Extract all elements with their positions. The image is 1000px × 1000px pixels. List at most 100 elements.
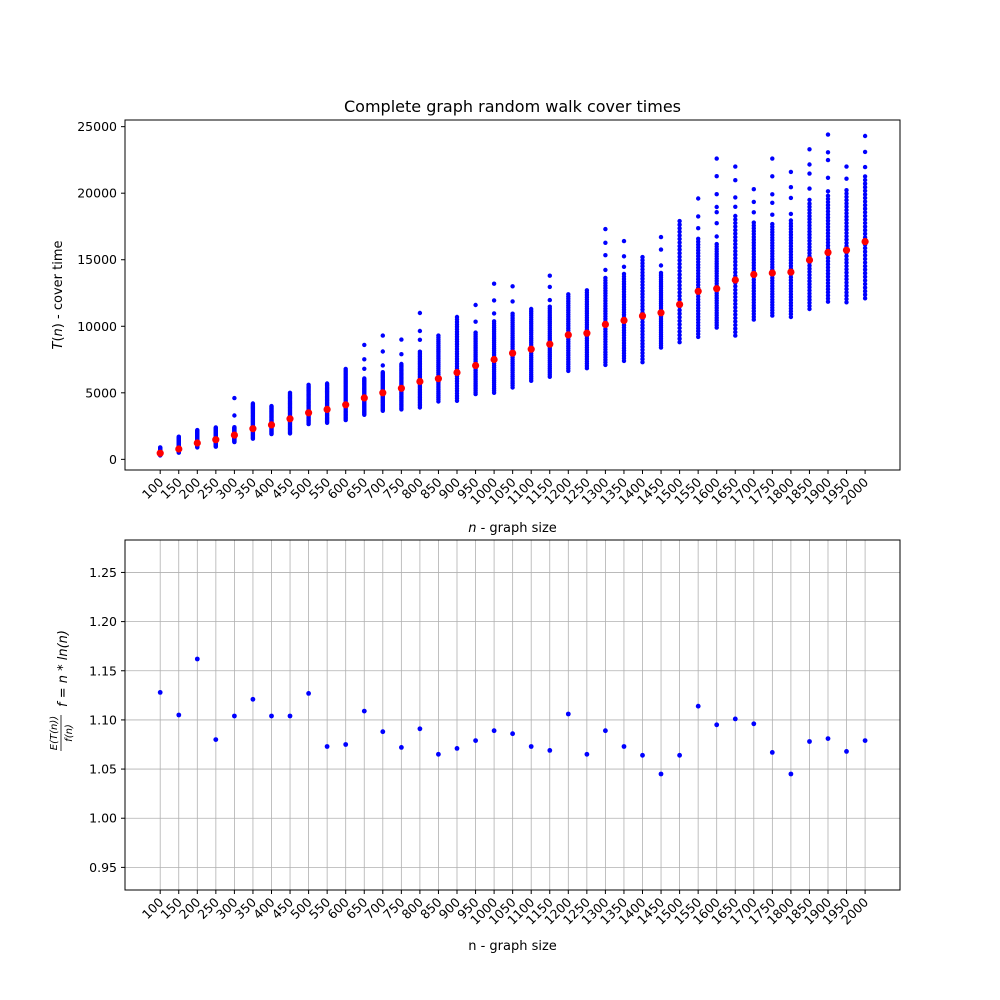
trial-point — [677, 283, 682, 288]
trial-point — [733, 256, 738, 261]
ratio-point — [436, 751, 441, 757]
y-axis-title: T(n) - cover time — [51, 241, 66, 350]
trial-point — [733, 301, 738, 307]
mean-point — [842, 246, 851, 254]
mean-point — [212, 436, 220, 444]
trial-point — [621, 271, 627, 277]
trial-point — [844, 273, 849, 279]
trial-point — [862, 220, 868, 226]
trial-point — [232, 425, 237, 430]
trial-point — [362, 366, 367, 371]
trial-point — [362, 342, 367, 348]
trial-point — [566, 292, 571, 297]
trial-point — [640, 338, 645, 343]
trial-point — [677, 336, 682, 341]
trial-point — [640, 270, 645, 275]
trial-point — [491, 298, 497, 303]
trial-point — [844, 204, 849, 209]
trial-point — [640, 332, 645, 337]
trial-point — [807, 186, 812, 191]
trial-point — [862, 181, 868, 186]
y-tick-label: 1.00 — [89, 811, 117, 826]
mean-point — [379, 389, 387, 397]
mean-point — [750, 270, 758, 279]
mean-point — [805, 256, 814, 264]
trial-point — [491, 311, 497, 316]
mean-point — [861, 238, 869, 246]
trial-point — [677, 315, 682, 320]
trial-point — [640, 254, 645, 260]
trial-point — [696, 236, 701, 241]
y-tick-label: 0.95 — [89, 860, 117, 875]
trial-point — [825, 218, 831, 223]
trial-point — [807, 213, 812, 219]
trial-point — [733, 227, 738, 233]
trial-point — [677, 290, 682, 295]
trial-point — [547, 284, 552, 290]
trial-point — [825, 299, 831, 304]
trial-point — [844, 214, 849, 219]
trial-point — [862, 245, 868, 251]
trial-point — [640, 319, 645, 325]
trial-point — [862, 260, 868, 265]
trial-point — [640, 276, 645, 281]
trial-point — [844, 286, 849, 292]
trial-point — [640, 301, 645, 306]
trial-point — [640, 267, 645, 272]
trial-point — [733, 312, 738, 317]
trial-point — [658, 263, 664, 268]
trial-point — [158, 445, 163, 450]
trial-point — [807, 241, 812, 247]
mean-point — [583, 329, 591, 337]
trial-point — [807, 197, 812, 203]
trial-point — [733, 291, 738, 296]
trial-point — [807, 275, 812, 281]
trial-point — [640, 279, 645, 284]
trial-point — [547, 273, 552, 278]
trial-point — [733, 305, 738, 310]
trial-point — [677, 329, 682, 334]
trial-point — [640, 298, 645, 303]
trial-point — [640, 295, 645, 300]
mean-point — [527, 345, 535, 353]
trial-point — [677, 229, 682, 234]
trial-point — [658, 247, 664, 252]
trial-point — [733, 326, 738, 331]
trial-point — [807, 269, 812, 274]
trial-point — [825, 199, 831, 205]
trial-point — [677, 297, 682, 302]
trial-point — [862, 274, 868, 279]
trial-point — [677, 265, 682, 270]
trial-point — [788, 169, 794, 175]
trial-point — [807, 201, 812, 206]
trial-point — [807, 229, 812, 234]
trial-point — [807, 223, 812, 228]
mean-point — [397, 384, 405, 392]
trial-point — [733, 322, 738, 328]
trial-point — [825, 255, 831, 261]
ratio-point — [306, 691, 311, 696]
y-axis-title: E(T(n)) f(n) f = n * ln(n) — [49, 630, 75, 751]
trial-point — [195, 427, 200, 433]
mean-point — [434, 375, 442, 383]
ratio-point — [399, 745, 404, 750]
trial-point — [825, 189, 831, 194]
trial-point — [640, 360, 645, 365]
trial-point — [733, 231, 738, 236]
x-axis-title: n - graph size — [468, 521, 557, 536]
trial-point — [714, 174, 719, 179]
y-tick-label: 25000 — [77, 119, 117, 134]
trial-point — [714, 221, 719, 226]
trial-point — [770, 174, 775, 179]
trial-point — [807, 297, 812, 302]
trial-point — [510, 284, 515, 289]
trial-point — [677, 311, 682, 316]
trial-point — [844, 260, 849, 265]
trial-point — [844, 176, 849, 181]
trial-point — [807, 294, 812, 299]
trial-point — [807, 147, 812, 152]
trial-point — [825, 157, 831, 163]
trial-point — [677, 236, 682, 242]
trial-point — [733, 224, 738, 229]
trial-point — [807, 244, 812, 250]
